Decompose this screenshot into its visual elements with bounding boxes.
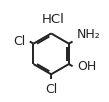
Text: OH: OH [77,60,96,73]
Text: Cl: Cl [13,35,25,48]
Text: HCl: HCl [42,13,65,26]
Text: Cl: Cl [45,83,57,96]
Text: NH₂: NH₂ [77,28,101,41]
